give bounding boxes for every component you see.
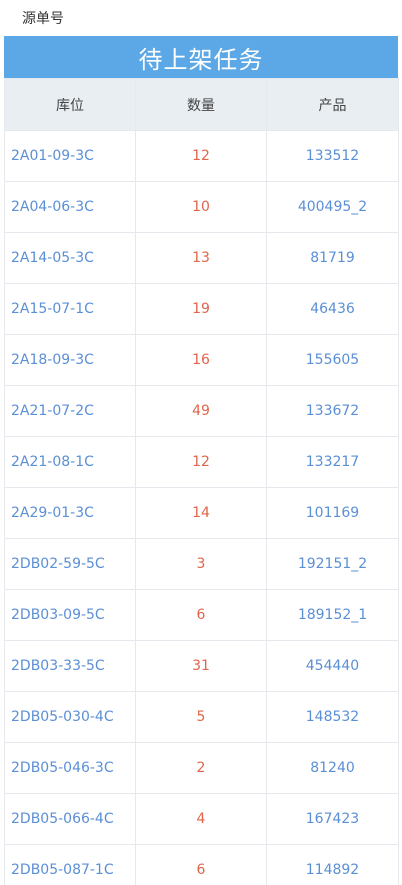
table-row[interactable]: 2DB02-59-5C 3 192151_2 xyxy=(4,538,399,590)
quantity-cell: 12 xyxy=(135,130,267,182)
table-row[interactable]: 2DB03-09-5C 6 189152_1 xyxy=(4,589,399,641)
location-cell[interactable]: 2A21-07-2C xyxy=(4,385,136,437)
quantity-cell: 3 xyxy=(135,538,267,590)
quantity-cell: 5 xyxy=(135,691,267,743)
location-cell[interactable]: 2A18-09-3C xyxy=(4,334,136,386)
table-row[interactable]: 2A15-07-1C 19 46436 xyxy=(4,283,399,335)
page-title-banner: 待上架任务 xyxy=(4,36,398,78)
location-cell[interactable]: 2A29-01-3C xyxy=(4,487,136,539)
column-header-product[interactable]: 产品 xyxy=(266,78,399,131)
quantity-cell: 49 xyxy=(135,385,267,437)
product-cell[interactable]: 400495_2 xyxy=(266,181,399,233)
location-cell[interactable]: 2DB05-046-3C xyxy=(4,742,136,794)
top-bar: 源单号 xyxy=(0,0,402,36)
table-row[interactable]: 2DB05-046-3C 2 81240 xyxy=(4,742,399,794)
location-cell[interactable]: 2A04-06-3C xyxy=(4,181,136,233)
header-row: 库位 数量 产品 xyxy=(4,78,399,131)
location-cell[interactable]: 2DB05-066-4C xyxy=(4,793,136,845)
table-row[interactable]: 2A01-09-3C 12 133512 xyxy=(4,130,399,182)
product-cell[interactable]: 101169 xyxy=(266,487,399,539)
location-cell[interactable]: 2DB03-33-5C xyxy=(4,640,136,692)
quantity-cell: 16 xyxy=(135,334,267,386)
product-cell[interactable]: 155605 xyxy=(266,334,399,386)
table-header: 库位 数量 产品 xyxy=(4,78,399,131)
table-row[interactable]: 2A21-08-1C 12 133217 xyxy=(4,436,399,488)
product-cell[interactable]: 167423 xyxy=(266,793,399,845)
quantity-cell: 10 xyxy=(135,181,267,233)
location-cell[interactable]: 2DB05-087-1C xyxy=(4,844,136,885)
location-cell[interactable]: 2A14-05-3C xyxy=(4,232,136,284)
table-row[interactable]: 2A14-05-3C 13 81719 xyxy=(4,232,399,284)
location-cell[interactable]: 2A01-09-3C xyxy=(4,130,136,182)
table-row[interactable]: 2A21-07-2C 49 133672 xyxy=(4,385,399,437)
product-cell[interactable]: 133512 xyxy=(266,130,399,182)
table-row[interactable]: 2DB05-066-4C 4 167423 xyxy=(4,793,399,845)
table-row[interactable]: 2A29-01-3C 14 101169 xyxy=(4,487,399,539)
product-cell[interactable]: 192151_2 xyxy=(266,538,399,590)
product-cell[interactable]: 81719 xyxy=(266,232,399,284)
product-cell[interactable]: 454440 xyxy=(266,640,399,692)
quantity-cell: 13 xyxy=(135,232,267,284)
location-cell[interactable]: 2A15-07-1C xyxy=(4,283,136,335)
quantity-cell: 31 xyxy=(135,640,267,692)
product-cell[interactable]: 189152_1 xyxy=(266,589,399,641)
quantity-cell: 14 xyxy=(135,487,267,539)
putaway-task-table: 库位 数量 产品 2A01-09-3C 12 133512 2A04-06-3C… xyxy=(4,78,399,885)
product-cell[interactable]: 114892 xyxy=(266,844,399,885)
table-row[interactable]: 2DB03-33-5C 31 454440 xyxy=(4,640,399,692)
product-cell[interactable]: 148532 xyxy=(266,691,399,743)
product-cell[interactable]: 46436 xyxy=(266,283,399,335)
quantity-cell: 4 xyxy=(135,793,267,845)
table-row[interactable]: 2A18-09-3C 16 155605 xyxy=(4,334,399,386)
table-row[interactable]: 2DB05-087-1C 6 114892 xyxy=(4,844,399,885)
quantity-cell: 12 xyxy=(135,436,267,488)
quantity-cell: 19 xyxy=(135,283,267,335)
table-row[interactable]: 2A04-06-3C 10 400495_2 xyxy=(4,181,399,233)
quantity-cell: 6 xyxy=(135,589,267,641)
column-header-location[interactable]: 库位 xyxy=(4,78,136,131)
source-order-label: 源单号 xyxy=(22,11,64,27)
location-cell[interactable]: 2A21-08-1C xyxy=(4,436,136,488)
product-cell[interactable]: 133672 xyxy=(266,385,399,437)
location-cell[interactable]: 2DB05-030-4C xyxy=(4,691,136,743)
quantity-cell: 2 xyxy=(135,742,267,794)
location-cell[interactable]: 2DB02-59-5C xyxy=(4,538,136,590)
quantity-cell: 6 xyxy=(135,844,267,885)
product-cell[interactable]: 81240 xyxy=(266,742,399,794)
table-row[interactable]: 2DB05-030-4C 5 148532 xyxy=(4,691,399,743)
product-cell[interactable]: 133217 xyxy=(266,436,399,488)
column-header-quantity[interactable]: 数量 xyxy=(135,78,267,131)
location-cell[interactable]: 2DB03-09-5C xyxy=(4,589,136,641)
